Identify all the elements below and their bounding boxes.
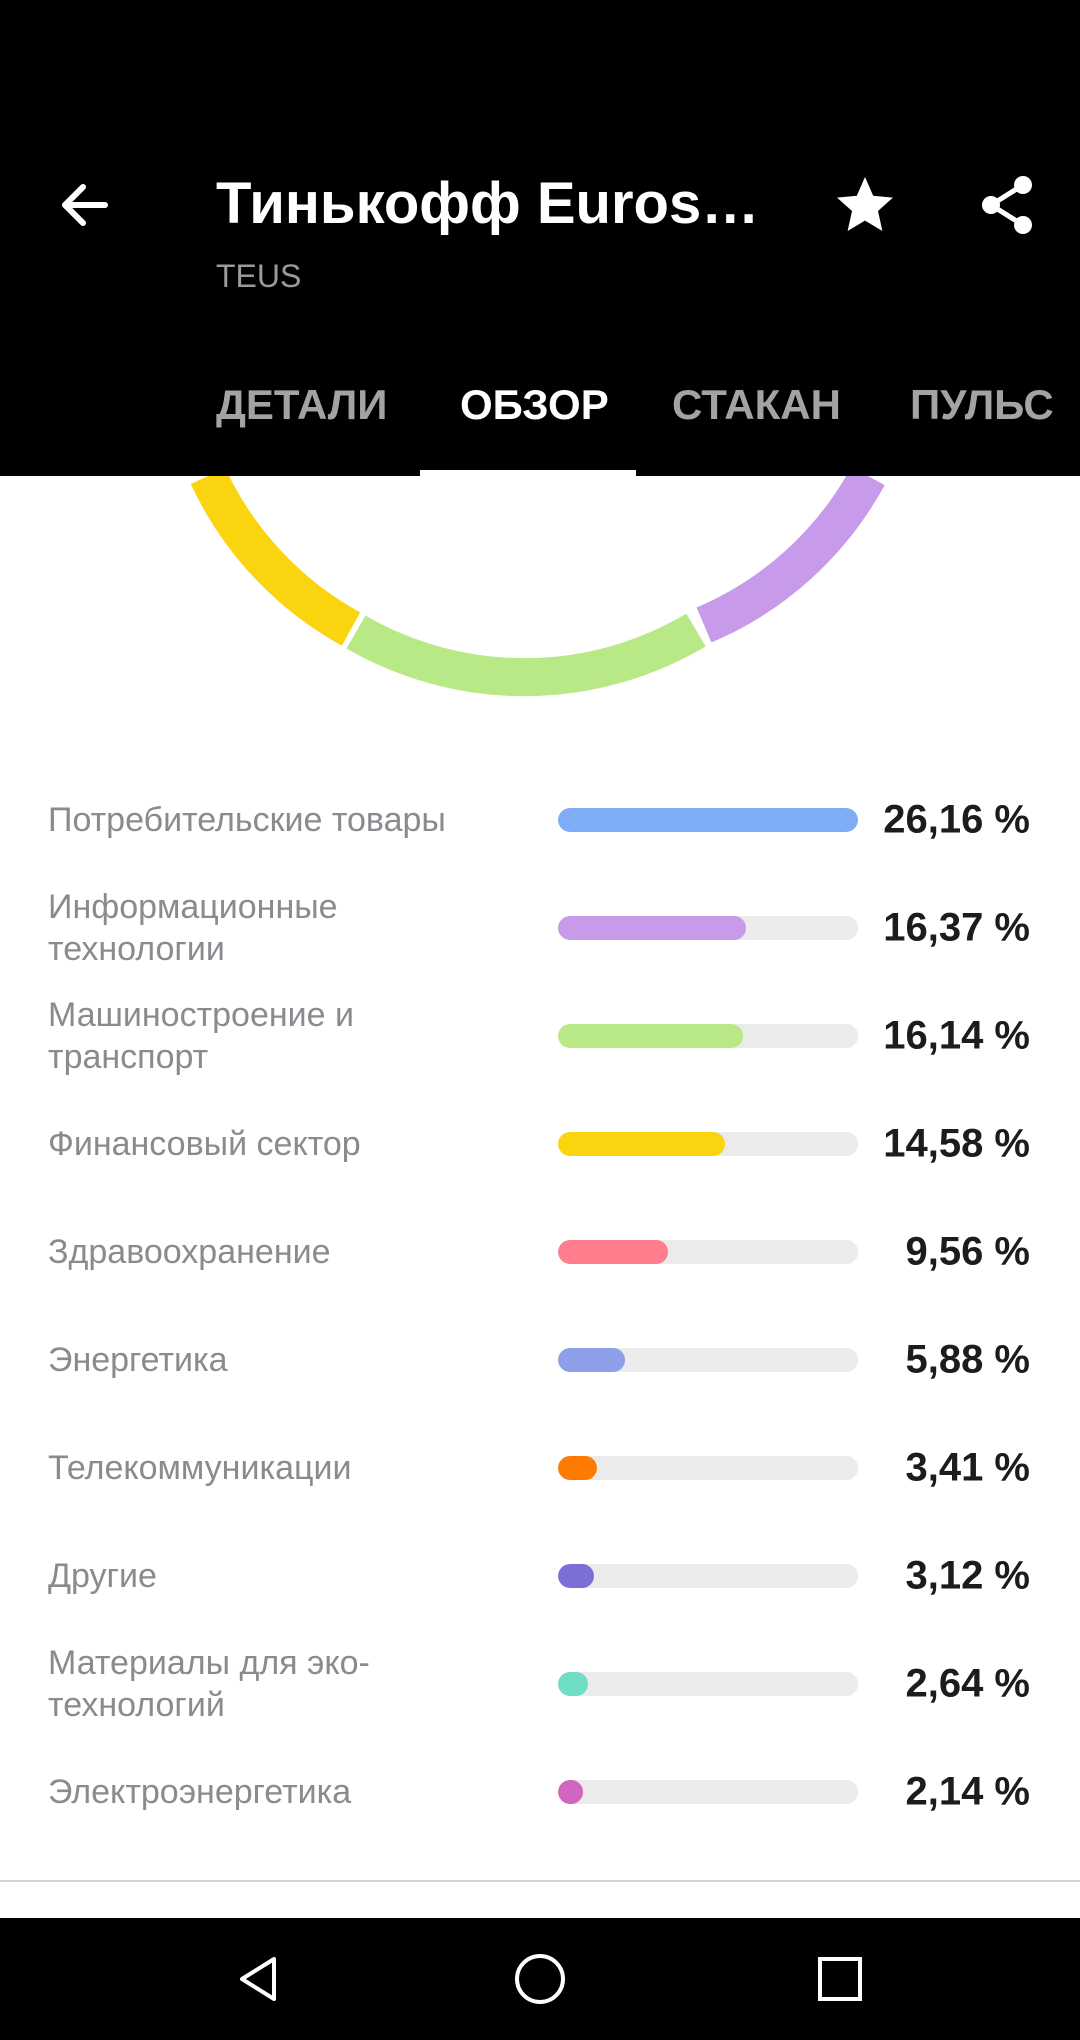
sector-bar-track <box>558 1024 858 1048</box>
square-recents-icon <box>818 1957 862 2001</box>
sector-value: 16,14 % <box>883 1013 1030 1058</box>
sector-bar-track <box>558 1780 858 1804</box>
sector-bar-track <box>558 916 858 940</box>
sector-value: 3,41 % <box>905 1445 1030 1490</box>
sector-value: 2,14 % <box>905 1769 1030 1814</box>
sector-row: Машиностроение и транспорт 16,14 % <box>0 986 1080 1086</box>
tab-pulse[interactable]: ПУЛЬС <box>910 381 1054 428</box>
sector-bar <box>558 916 746 940</box>
sector-label: Телекоммуникации <box>48 1449 352 1487</box>
sector-row: Информационные технологии 16,37 % <box>0 878 1080 978</box>
ticker-label: TEUS <box>216 258 302 294</box>
sector-bar-track <box>558 1672 858 1696</box>
sector-row: Здравоохранение 9,56 % <box>0 1202 1080 1302</box>
donut-segment-machinery <box>346 613 706 697</box>
triangle-back-icon <box>240 1957 276 2001</box>
sector-label: Энергетика <box>48 1341 228 1379</box>
sector-bar <box>558 1564 594 1588</box>
sector-row: Материалы для эко-технологий 2,64 % <box>0 1634 1080 1734</box>
sector-value: 14,58 % <box>883 1121 1030 1166</box>
nav-recents-button[interactable] <box>800 1939 880 2019</box>
sector-value: 3,12 % <box>905 1553 1030 1598</box>
sector-value: 26,16 % <box>883 797 1030 842</box>
sector-bar-track <box>558 1240 858 1264</box>
sector-label: Другие <box>48 1557 157 1595</box>
active-tab-indicator <box>420 470 636 476</box>
sector-row: Потребительские товары 26,16 % <box>0 770 1080 870</box>
sector-bar <box>558 808 858 832</box>
nav-home-button[interactable] <box>500 1939 580 2019</box>
sector-row: Электроэнергетика 2,14 % <box>0 1742 1080 1842</box>
sector-bar <box>558 1672 589 1696</box>
sector-label: Финансовый сектор <box>48 1125 361 1163</box>
sector-row: Телекоммуникации 3,41 % <box>0 1418 1080 1518</box>
section-divider <box>0 1880 1080 1882</box>
sector-label: Машиностроение и транспорт <box>48 996 354 1076</box>
favorite-button[interactable] <box>820 160 910 250</box>
sector-row: Другие 3,12 % <box>0 1526 1080 1626</box>
sector-bar <box>558 1024 744 1048</box>
system-nav-bar <box>0 1918 1080 2040</box>
tab-details[interactable]: ДЕТАЛИ <box>216 381 388 428</box>
sector-label: Здравоохранение <box>48 1233 331 1271</box>
sector-bar <box>558 1456 598 1480</box>
sector-label: Материалы для эко-технологий <box>48 1644 370 1724</box>
sector-value: 2,64 % <box>905 1661 1030 1706</box>
tab-bar: ДЕТАЛИ ОБЗОР СТАКАН ПУЛЬС <box>0 370 1080 476</box>
sector-bar-track <box>558 1132 858 1156</box>
app-header: Тинькофф Eurostoxx TEUS ДЕТАЛИ ОБЗОР СТА… <box>0 0 1080 476</box>
sector-row: Финансовый сектор 14,58 % <box>0 1094 1080 1194</box>
sector-donut-chart <box>190 476 885 697</box>
sector-bar <box>558 1348 626 1372</box>
nav-back-button[interactable] <box>220 1939 300 2019</box>
sector-bar <box>558 1240 668 1264</box>
tab-orderbook[interactable]: СТАКАН <box>672 381 841 428</box>
sector-bar-track <box>558 808 858 832</box>
sector-value: 16,37 % <box>883 905 1030 950</box>
tab-overview[interactable]: ОБЗОР <box>460 381 609 428</box>
sector-row: Энергетика 5,88 % <box>0 1310 1080 1410</box>
donut-segment-it <box>696 476 885 643</box>
back-button[interactable] <box>40 160 130 250</box>
sector-label: Потребительские товары <box>48 801 446 839</box>
share-button[interactable] <box>962 160 1052 250</box>
sector-value: 9,56 % <box>905 1229 1030 1274</box>
arrow-left-icon <box>62 184 108 226</box>
sector-bar <box>558 1780 583 1804</box>
page-title: Тинькофф Eurostoxx <box>216 171 776 236</box>
donut-segment-finance <box>190 476 361 646</box>
sector-label: Информационные технологии <box>48 888 338 968</box>
sector-value: 5,88 % <box>905 1337 1030 1382</box>
sector-bar <box>558 1132 726 1156</box>
sector-bar-track <box>558 1564 858 1588</box>
star-icon <box>837 177 893 231</box>
sector-label: Электроэнергетика <box>48 1773 352 1811</box>
circle-home-icon <box>515 1954 565 2004</box>
share-icon <box>982 176 1032 234</box>
sector-bar-track <box>558 1348 858 1372</box>
sector-bar-track <box>558 1456 858 1480</box>
